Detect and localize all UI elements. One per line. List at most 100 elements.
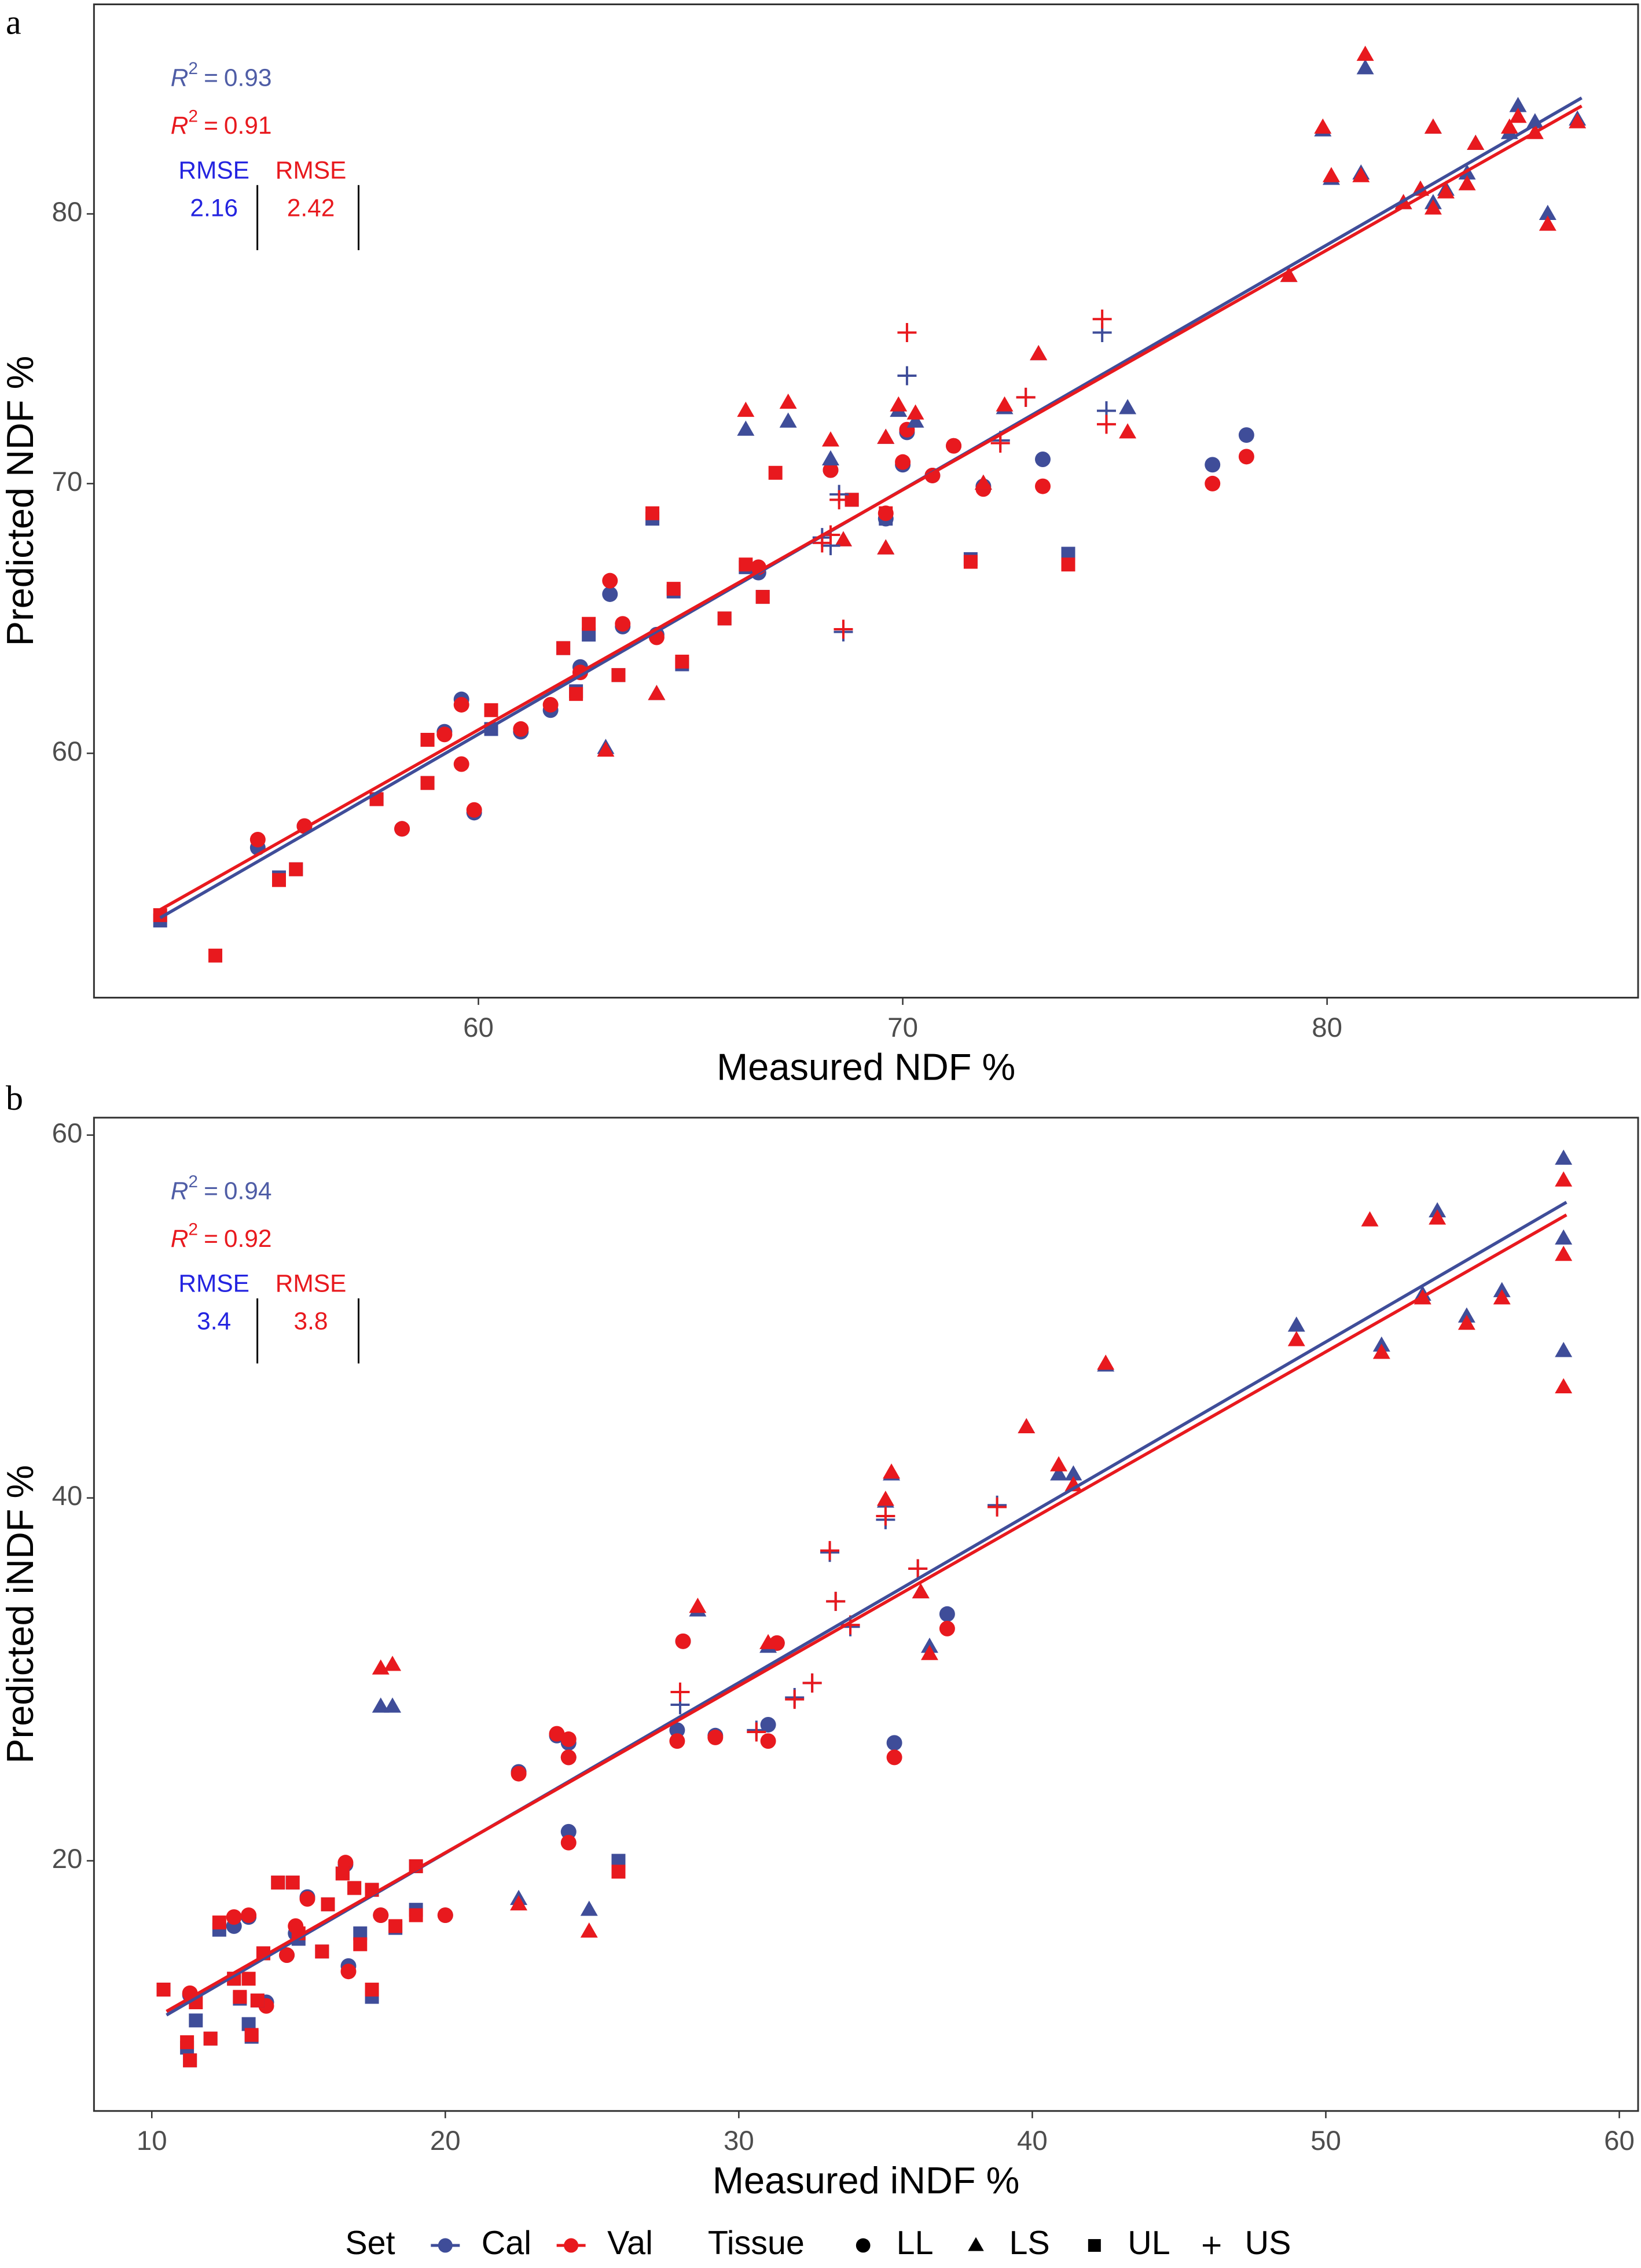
point xyxy=(768,465,783,480)
point xyxy=(987,1497,1007,1517)
point xyxy=(394,821,410,837)
point xyxy=(1555,1342,1573,1357)
panel-label: b xyxy=(6,1079,23,1117)
point xyxy=(1424,118,1442,134)
legend-label: LS xyxy=(1009,2225,1049,2262)
point xyxy=(1035,452,1051,467)
point xyxy=(1119,423,1137,439)
y-tick-label: 60 xyxy=(52,736,83,767)
point xyxy=(556,641,571,655)
point xyxy=(963,555,978,569)
point xyxy=(996,396,1014,412)
point xyxy=(1016,387,1036,407)
point xyxy=(388,1919,403,1933)
point xyxy=(611,1865,626,1879)
point xyxy=(974,474,992,490)
point xyxy=(1030,345,1048,361)
point xyxy=(669,1733,685,1749)
point xyxy=(513,721,529,737)
point xyxy=(560,1731,577,1748)
r2-equals: = xyxy=(204,64,218,91)
point xyxy=(648,685,666,700)
r2-value: 0.91 xyxy=(224,112,272,139)
point xyxy=(156,1983,171,1997)
point xyxy=(878,505,894,522)
point xyxy=(549,1726,565,1742)
point xyxy=(1238,427,1254,443)
point xyxy=(560,1834,577,1851)
point xyxy=(250,1993,265,2008)
point xyxy=(453,756,469,772)
point xyxy=(337,1855,354,1871)
point xyxy=(1356,59,1374,75)
point xyxy=(1424,199,1442,215)
point xyxy=(895,454,911,470)
point xyxy=(1064,1465,1082,1481)
point xyxy=(1555,1171,1573,1187)
point xyxy=(1018,1418,1036,1433)
x-tick-label: 30 xyxy=(724,2126,754,2156)
point xyxy=(180,2035,194,2049)
point xyxy=(466,802,482,818)
point xyxy=(670,1682,690,1702)
point xyxy=(233,1990,247,2004)
point xyxy=(602,586,618,602)
point xyxy=(420,733,435,747)
x-tick-label: 40 xyxy=(1017,2126,1048,2156)
point xyxy=(1569,113,1587,129)
point xyxy=(409,1908,423,1922)
r2-annotation: R2 = 0.94 xyxy=(171,1172,272,1205)
point xyxy=(1119,399,1137,414)
legend-key-shape xyxy=(856,2238,871,2253)
point xyxy=(208,948,223,963)
point xyxy=(203,2031,218,2046)
point xyxy=(826,1591,846,1611)
plot-border xyxy=(93,3,1639,999)
point xyxy=(779,412,797,428)
point xyxy=(241,1907,257,1924)
point xyxy=(990,434,1010,453)
point xyxy=(153,908,167,922)
legend-key-shape xyxy=(1088,2239,1101,2252)
point xyxy=(1555,1245,1573,1261)
point xyxy=(1061,557,1075,572)
r2-symbol: R xyxy=(171,112,189,139)
point xyxy=(542,696,559,713)
point xyxy=(1205,457,1221,473)
fit-line xyxy=(159,104,1583,911)
x-tick-label: 80 xyxy=(1312,1012,1342,1043)
point xyxy=(582,627,596,642)
y-axis-title: Predicted NDF % xyxy=(0,356,41,647)
legend-key-dot xyxy=(564,2238,579,2253)
point xyxy=(689,1598,707,1613)
point xyxy=(739,557,753,572)
legend-label: Cal xyxy=(482,2225,531,2262)
point xyxy=(1458,1315,1475,1330)
point xyxy=(384,1697,402,1713)
point xyxy=(669,1722,685,1738)
point xyxy=(241,2017,256,2031)
point xyxy=(877,428,895,444)
point xyxy=(675,654,689,669)
point xyxy=(353,1937,368,1951)
point xyxy=(1437,183,1455,199)
point xyxy=(189,2013,203,2028)
point xyxy=(453,696,469,713)
point xyxy=(373,1907,389,1924)
point xyxy=(299,1891,315,1907)
legend-label: US xyxy=(1245,2225,1291,2262)
point xyxy=(340,1964,357,1980)
point xyxy=(897,366,917,386)
point xyxy=(717,611,732,626)
point xyxy=(1092,309,1112,329)
point xyxy=(611,668,626,682)
r2-value: 0.93 xyxy=(224,64,272,91)
point xyxy=(876,1491,894,1506)
point xyxy=(1356,45,1374,61)
point xyxy=(335,1866,350,1881)
point xyxy=(510,1895,528,1911)
point xyxy=(289,862,303,876)
point xyxy=(602,572,618,589)
point xyxy=(569,687,583,701)
x-tick-label: 10 xyxy=(137,2126,167,2156)
